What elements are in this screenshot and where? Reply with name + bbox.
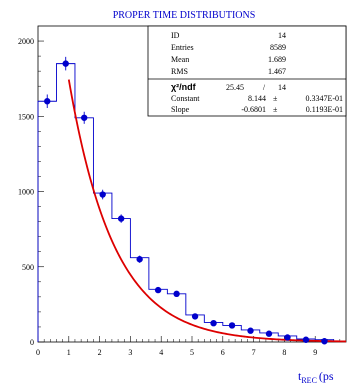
- x-tick-label: 7: [252, 348, 256, 357]
- chart-title: PROPER TIME DISTRIBUTIONS: [113, 10, 256, 21]
- y-tick-label: 2000: [18, 37, 34, 46]
- stat-label-mean: Mean: [171, 55, 189, 64]
- stat-label-id: ID: [171, 31, 180, 40]
- histogram-bin: [56, 64, 74, 342]
- stat-value-ndf: 14: [278, 83, 286, 92]
- histogram-bin: [130, 258, 148, 342]
- data-point: [265, 330, 273, 337]
- stat-label-rms: RMS: [171, 67, 188, 76]
- stat-label-chi2: χ²/ndf: [171, 82, 197, 92]
- x-tick-label: 8: [282, 348, 286, 357]
- x-axis-label: tREC (ps: [298, 369, 334, 385]
- y-tick-label: 1500: [18, 112, 34, 121]
- stat-value-chi2: 25.45: [226, 83, 244, 92]
- data-point: [173, 290, 180, 298]
- axis-ticks: 0 1 2 3 4 5 6 7 8 9 0 500 1000 1500 2000: [18, 37, 341, 357]
- data-point: [44, 98, 51, 105]
- stat-value-entries: 8589: [270, 43, 286, 52]
- stat-value-mean: 1.689: [268, 55, 286, 64]
- stat-label-slope: Slope: [171, 105, 190, 114]
- stat-pm-slope: ±: [273, 105, 278, 114]
- x-axis-label-subscript: REC: [301, 376, 317, 385]
- data-point: [154, 286, 162, 294]
- x-tick-label: 2: [98, 348, 102, 357]
- data-points: [44, 56, 328, 345]
- y-tick-label: 0: [30, 338, 34, 347]
- x-axis-label-main: t: [298, 369, 302, 383]
- y-tick-label: 500: [22, 263, 34, 272]
- x-tick-label: 0: [36, 348, 40, 357]
- x-axis-label-unit: (ps: [319, 369, 334, 383]
- histogram-bin: [112, 219, 130, 342]
- fit-curve: [67, 79, 347, 343]
- data-point: [99, 191, 106, 198]
- data-point: [136, 256, 143, 263]
- data-point: [321, 338, 328, 345]
- stat-error-slope: 0.1193E-01: [306, 105, 343, 114]
- stat-label-entries: Entries: [171, 43, 194, 52]
- stats-box-frame: [147, 25, 347, 117]
- stat-error-constant: 0.3347E-01: [305, 94, 343, 103]
- stats-box: ID 14 Entries 8589 Mean 1.689 RMS 1.467 …: [147, 25, 347, 117]
- data-point: [81, 114, 88, 121]
- data-point: [228, 322, 236, 329]
- stat-value-slope: -0.6801: [241, 105, 266, 114]
- fit-curve-group: [67, 79, 347, 343]
- x-tick-label: 3: [128, 348, 132, 357]
- data-point: [247, 327, 254, 334]
- x-tick-label: 5: [190, 348, 194, 357]
- x-tick-label: 6: [221, 348, 225, 357]
- stat-label-constant: Constant: [171, 94, 200, 103]
- x-tick-label: 4: [159, 348, 163, 357]
- stat-value-rms: 1.467: [268, 67, 286, 76]
- y-tick-label: 1000: [18, 188, 34, 197]
- data-point: [284, 334, 291, 341]
- stat-pm-constant: ±: [273, 94, 278, 103]
- x-tick-label: 9: [313, 348, 317, 357]
- data-point: [191, 313, 199, 320]
- data-point: [210, 319, 217, 327]
- stat-chi2-separator: /: [263, 83, 266, 92]
- histogram-bin: [149, 289, 167, 342]
- data-point: [62, 60, 69, 67]
- x-tick-label: 1: [67, 348, 71, 357]
- stat-value-id: 14: [278, 31, 286, 40]
- data-point: [302, 336, 310, 343]
- stat-value-constant: 8.144: [248, 94, 266, 103]
- data-point: [117, 215, 125, 222]
